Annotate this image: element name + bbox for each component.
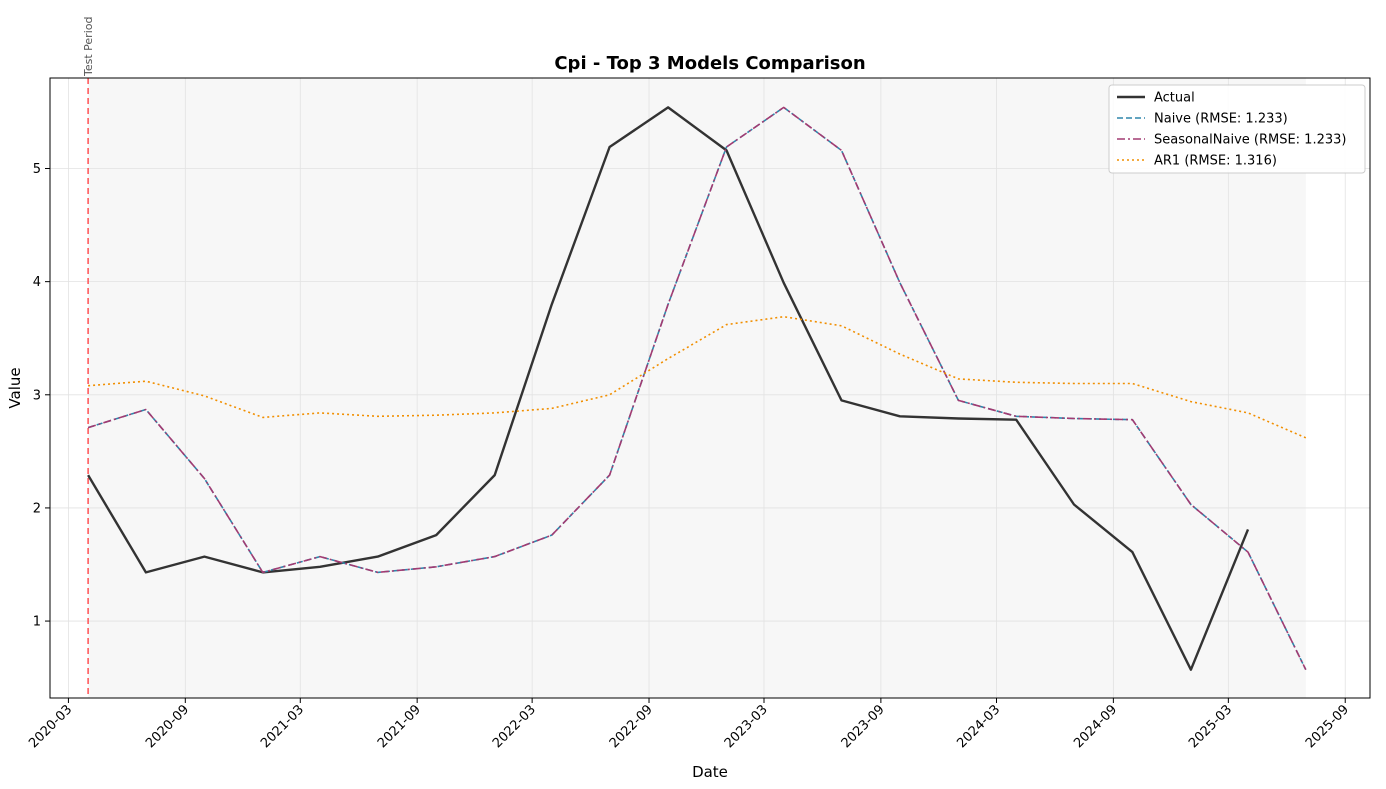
test-period-label: Test Period <box>82 17 95 77</box>
test-period-shade <box>88 78 1306 698</box>
y-tick-label: 3 <box>33 388 41 403</box>
legend-label: Naive (RMSE: 1.233) <box>1154 112 1288 127</box>
chart-title: Cpi - Top 3 Models Comparison <box>554 53 865 74</box>
series-line-actual <box>87 106 1250 671</box>
series-layer <box>87 106 1307 671</box>
y-axis-label: Value <box>6 367 24 408</box>
x-axis-label: Date <box>692 763 728 781</box>
legend-label: AR1 (RMSE: 1.316) <box>1154 154 1277 169</box>
legend-label: Actual <box>1154 91 1195 106</box>
y-axis: 1 2 3 4 5 <box>33 162 50 630</box>
legend-label: SeasonalNaive (RMSE: 1.233) <box>1154 133 1346 148</box>
y-tick-label: 1 <box>33 615 41 630</box>
plot-area <box>50 78 1370 698</box>
y-tick-label: 4 <box>33 275 41 290</box>
y-tick-label: 2 <box>33 501 41 516</box>
series-line-ar1 <box>88 315 1307 439</box>
plot-frame <box>49 77 1371 699</box>
legend: Actual Naive (RMSE: 1.233) SeasonalNaive (… <box>1108 84 1366 174</box>
y-tick-label: 5 <box>33 162 41 177</box>
legend-box <box>1108 84 1366 174</box>
grid <box>50 78 1370 698</box>
series-line-seasonalnaive <box>87 106 1307 671</box>
